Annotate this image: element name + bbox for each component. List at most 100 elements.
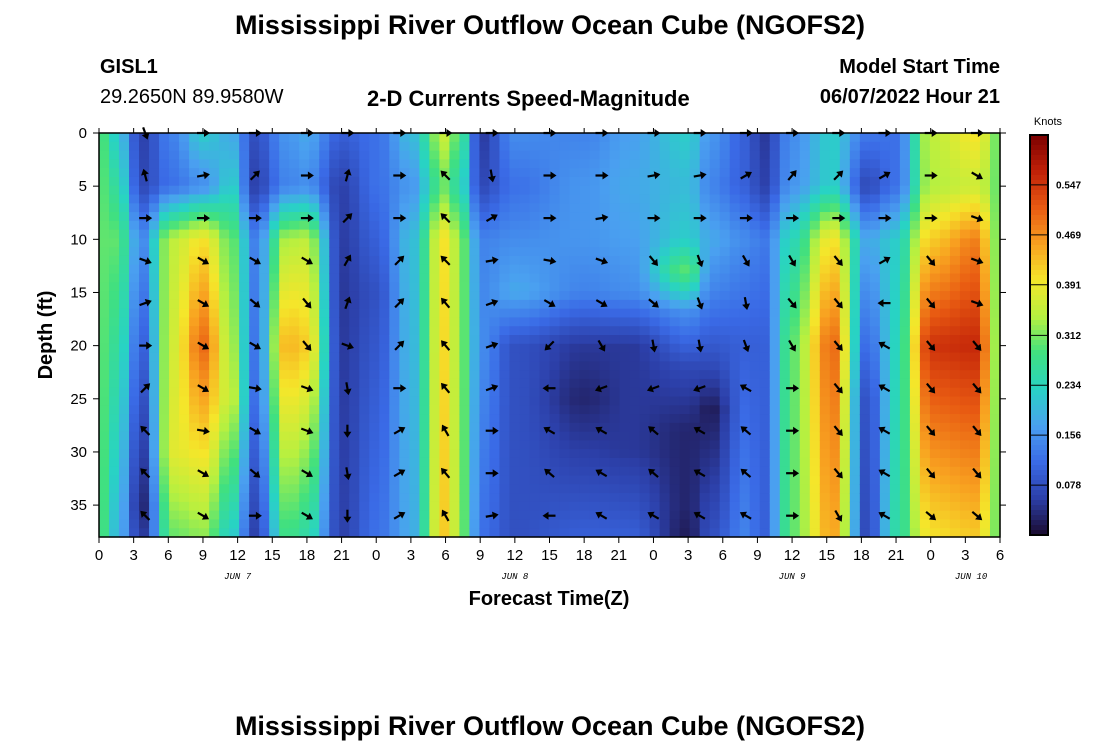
heatmap-cell [239, 519, 250, 529]
heatmap-cell [709, 387, 721, 398]
heatmap-cell [299, 387, 310, 398]
heatmap-cell [489, 343, 501, 354]
heatmap-cell [569, 343, 581, 354]
heatmap-cell [969, 440, 981, 450]
heatmap-cell [879, 449, 891, 459]
heatmap-cell [719, 308, 731, 319]
heatmap-cell [609, 466, 621, 477]
heatmap-cell [989, 273, 1001, 283]
heatmap-cell [939, 168, 951, 178]
heatmap-cell [359, 378, 370, 389]
heatmap-cell [329, 212, 340, 222]
heatmap-cell [799, 493, 811, 503]
heatmap-cell [559, 528, 571, 538]
current-arrow [833, 170, 844, 181]
heatmap-cell [319, 475, 330, 485]
heatmap-cell [99, 440, 110, 450]
heatmap-cell [489, 159, 501, 169]
heatmap-cell [959, 194, 971, 204]
heatmap-cell [239, 484, 250, 494]
heatmap-cell [849, 326, 861, 336]
heatmap-cell [719, 343, 731, 354]
heatmap-cell [539, 501, 551, 512]
heatmap-cell [629, 220, 641, 231]
heatmap-cell [299, 150, 310, 160]
heatmap-cell [279, 422, 290, 433]
heatmap-cell [329, 308, 340, 319]
heatmap-cell [729, 326, 741, 336]
heatmap-cell [559, 378, 571, 389]
heatmap-cell [389, 493, 400, 503]
heatmap-cell [709, 264, 721, 275]
heatmap-cell [329, 220, 340, 231]
heatmap-cell [289, 247, 300, 257]
heatmap-cell [369, 510, 380, 521]
heatmap-cell [169, 194, 180, 204]
heatmap-cell [609, 229, 621, 239]
heatmap-cell [799, 264, 811, 275]
heatmap-cell [279, 484, 290, 494]
heatmap-cell [959, 168, 971, 178]
heatmap-cell [969, 528, 981, 538]
heatmap-cell [259, 343, 270, 354]
heatmap-cell [509, 159, 521, 169]
heatmap-cell [789, 335, 801, 345]
heatmap-cell [889, 291, 901, 301]
heatmap-cell [749, 185, 761, 196]
heatmap-cell [479, 422, 491, 433]
heatmap-cell [159, 247, 170, 257]
heatmap-cell [939, 282, 951, 292]
heatmap-cell [479, 361, 491, 371]
heatmap-cell [699, 449, 711, 459]
heatmap-cell [909, 203, 921, 213]
heatmap-cell [559, 212, 571, 222]
heatmap-cell [729, 475, 741, 485]
heatmap-cell [599, 247, 611, 257]
heatmap-cell [409, 405, 420, 415]
heatmap-cell [859, 475, 871, 485]
heatmap-cell [139, 273, 150, 283]
heatmap-cell [99, 317, 110, 327]
colorbar-segment [1030, 475, 1048, 481]
heatmap-cell [799, 335, 811, 345]
heatmap-cell [929, 299, 941, 310]
heatmap-cell [329, 343, 340, 354]
heatmap-cell [509, 326, 521, 336]
x-tick-label: 3 [961, 547, 969, 564]
heatmap-cell [849, 273, 861, 283]
heatmap-cell [159, 519, 170, 529]
heatmap-cell [429, 264, 440, 275]
heatmap-cell [189, 220, 200, 231]
current-arrow [393, 426, 406, 435]
heatmap-cell [249, 229, 260, 239]
heatmap-cell [749, 282, 761, 292]
heatmap-cell [519, 466, 531, 477]
heatmap-cell [849, 282, 861, 292]
current-arrow [139, 298, 152, 307]
heatmap-cell [379, 449, 390, 459]
heatmap-cell [279, 273, 290, 283]
colorbar-segment [1030, 260, 1048, 266]
heatmap-cell [679, 335, 691, 345]
heatmap-cell [859, 299, 871, 310]
heatmap-cell [759, 422, 771, 433]
heatmap-cell [769, 440, 781, 450]
y-axis-label: Depth (ft) [35, 291, 57, 380]
heatmap-cell [529, 414, 541, 424]
heatmap-cell [759, 291, 771, 301]
heatmap-cell [269, 291, 280, 301]
heatmap-cell [719, 493, 731, 503]
heatmap-cell [319, 308, 330, 319]
heatmap-cell [109, 501, 120, 512]
heatmap-cell [639, 273, 651, 283]
heatmap-cell [939, 133, 951, 143]
heatmap-cell [469, 203, 481, 213]
heatmap-cell [239, 457, 250, 468]
heatmap-cell [469, 510, 481, 521]
heatmap-cell [699, 405, 711, 415]
heatmap-cell [179, 449, 190, 459]
heatmap-cell [169, 299, 180, 310]
heatmap-cell [829, 431, 841, 441]
heatmap-cell [209, 220, 220, 231]
heatmap-cell [139, 457, 150, 468]
